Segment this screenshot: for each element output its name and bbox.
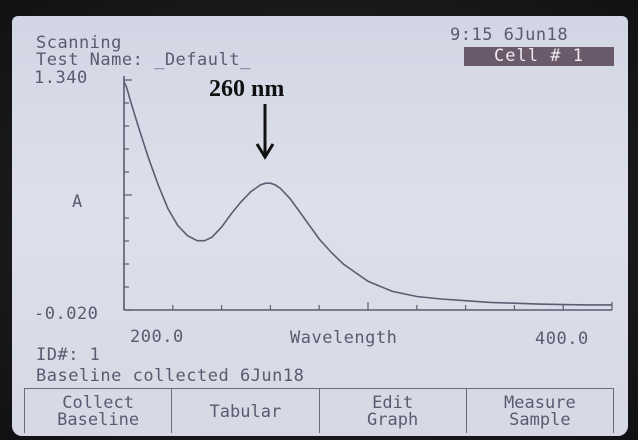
x-tick-label-right: 400.0 [535, 329, 589, 349]
edit-graph-button[interactable]: Edit Graph [320, 389, 467, 433]
softkey-bar: Collect Baseline Tabular Edit Graph Measur… [24, 388, 614, 433]
peak-annotation: 260 nm [209, 76, 285, 102]
time-date: 9:15 6Jun18 [450, 25, 569, 45]
cell-badge: Cell # 1 [464, 47, 614, 66]
collect-baseline-button[interactable]: Collect Baseline [24, 389, 173, 433]
x-axis-label: Wavelength [290, 328, 398, 348]
x-tick-label-left: 200.0 [130, 327, 184, 347]
lcd-screen: Scanning Test Name: _Default_ 9:15 6Jun1… [12, 16, 628, 436]
absorbance-chart [123, 76, 613, 311]
y-axis-label: A [72, 192, 83, 212]
scan-status: Scanning [36, 33, 122, 53]
spectrum-line [123, 81, 612, 306]
measure-sample-button[interactable]: Measure Sample [467, 389, 614, 433]
sample-id: ID#: 1 [36, 345, 101, 365]
tabular-button[interactable]: Tabular [172, 389, 320, 433]
chart-axes [123, 76, 613, 311]
peak-arrow-icon [255, 104, 275, 160]
y-tick-label-top: 1.340 [34, 68, 88, 88]
baseline-status: Baseline collected 6Jun18 [36, 366, 305, 386]
test-name: Test Name: _Default_ [36, 50, 251, 70]
y-tick-label-bottom: -0.020 [34, 304, 99, 324]
